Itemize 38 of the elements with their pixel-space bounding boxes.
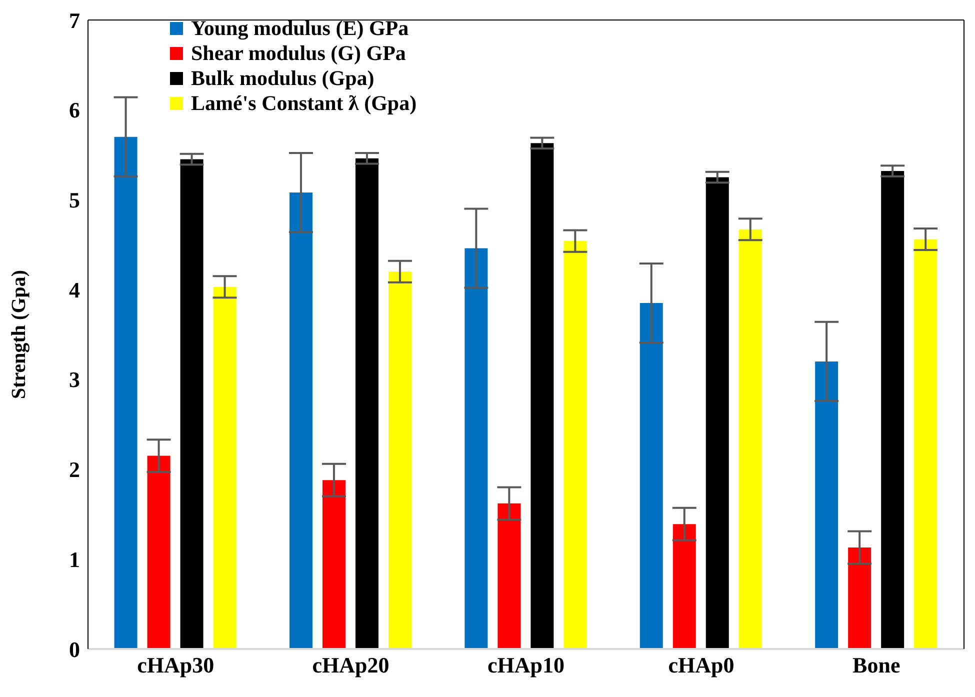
bar	[114, 136, 138, 649]
bar	[706, 177, 729, 649]
bar	[848, 547, 872, 649]
y-tick-label: 4	[69, 277, 80, 302]
bar	[289, 192, 312, 649]
bar	[530, 143, 554, 649]
y-tick-label: 5	[69, 188, 80, 213]
bar	[738, 229, 762, 649]
bar	[388, 272, 412, 649]
bar	[815, 361, 838, 649]
bar	[564, 241, 587, 649]
y-tick-label: 3	[69, 367, 80, 392]
y-tick-label: 2	[69, 457, 80, 482]
y-tick-label: 7	[69, 8, 80, 33]
y-tick-label: 0	[69, 636, 80, 662]
x-tick-label: Bone	[852, 652, 900, 678]
x-tick-label: cHAp10	[488, 652, 564, 678]
legend-label: Lamé's Constant ƛ (Gpa)	[191, 91, 417, 116]
x-tick-label: cHAp0	[668, 652, 734, 678]
bar	[180, 159, 204, 649]
bar	[322, 480, 346, 649]
y-tick-label: 6	[69, 98, 80, 123]
bar	[914, 239, 938, 649]
bar	[672, 524, 696, 649]
bar	[213, 286, 236, 649]
bar	[498, 503, 521, 649]
bar	[640, 303, 663, 649]
y-tick-label: 1	[69, 546, 80, 572]
bar	[464, 248, 488, 649]
x-tick-label: cHAp30	[137, 652, 214, 678]
bar	[147, 456, 170, 649]
legend-label: Bulk modulus (Gpa)	[191, 66, 374, 91]
bar	[881, 170, 904, 649]
y-axis-title: Strength (Gpa)	[8, 270, 30, 400]
x-tick-label: cHAp20	[312, 652, 390, 678]
legend-label: Shear modulus (G) GPa	[191, 41, 406, 66]
legend-label: Young modulus (E) GPa	[191, 16, 409, 41]
bar	[355, 158, 378, 649]
